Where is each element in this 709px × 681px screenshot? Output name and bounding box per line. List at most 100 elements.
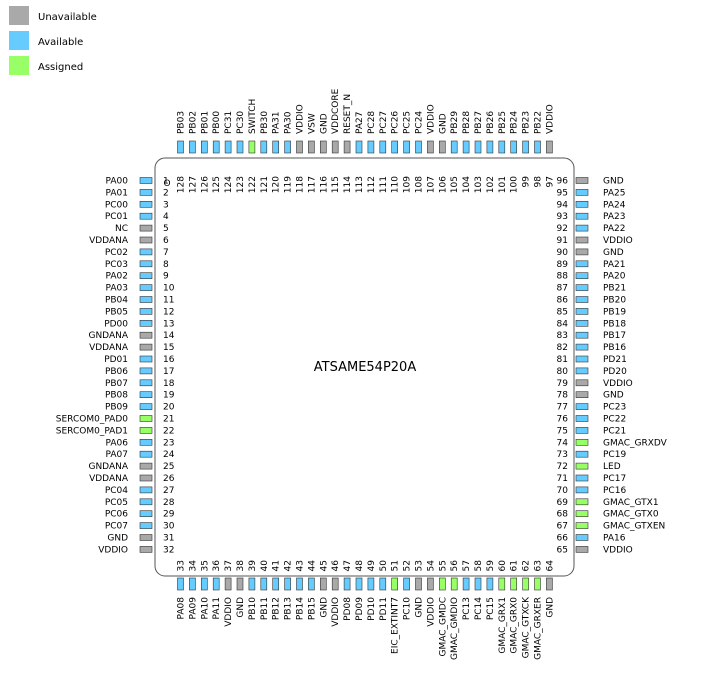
pin-pad-57[interactable] <box>462 577 470 591</box>
pin-pad-43[interactable] <box>296 577 303 591</box>
pin-pad-2[interactable] <box>139 189 153 196</box>
pin-pad-17[interactable] <box>139 367 153 375</box>
pin-pad-75[interactable] <box>575 427 589 434</box>
pin-pad-113[interactable] <box>355 140 363 154</box>
pin-pad-86[interactable] <box>575 296 589 303</box>
pin-pad-83[interactable] <box>575 331 589 339</box>
pin-pad-118[interactable] <box>296 140 303 154</box>
pin-pad-111[interactable] <box>379 140 387 154</box>
pin-pad-116[interactable] <box>319 140 327 154</box>
pin-pad-84[interactable] <box>575 319 589 327</box>
pin-pad-89[interactable] <box>575 260 589 268</box>
pin-pad-98[interactable] <box>534 140 541 154</box>
pin-pad-13[interactable] <box>139 319 153 327</box>
pin-pad-48[interactable] <box>355 577 363 591</box>
pin-pad-25[interactable] <box>139 462 153 470</box>
pin-pad-23[interactable] <box>139 438 153 446</box>
pin-pad-1[interactable] <box>139 177 153 184</box>
pin-pad-44[interactable] <box>308 577 315 591</box>
pin-pad-125[interactable] <box>212 140 220 154</box>
pin-pad-85[interactable] <box>575 308 589 315</box>
pin-pad-6[interactable] <box>139 236 153 244</box>
pin-pad-110[interactable] <box>391 140 399 154</box>
pin-pad-31[interactable] <box>139 534 153 541</box>
pin-pad-61[interactable] <box>510 577 518 591</box>
pin-pad-64[interactable] <box>546 577 553 591</box>
pin-pad-20[interactable] <box>139 403 153 410</box>
pin-pad-12[interactable] <box>139 308 153 315</box>
pin-pad-27[interactable] <box>139 486 153 494</box>
pin-pad-46[interactable] <box>331 577 339 591</box>
pin-pad-66[interactable] <box>575 534 589 541</box>
pin-pad-67[interactable] <box>575 522 589 529</box>
pin-pad-37[interactable] <box>224 577 232 591</box>
pin-pad-59[interactable] <box>486 577 494 591</box>
pin-pad-62[interactable] <box>522 577 529 591</box>
pin-pad-53[interactable] <box>415 577 422 591</box>
pin-pad-128[interactable] <box>177 140 184 154</box>
pin-pad-72[interactable] <box>575 462 589 470</box>
pin-pad-38[interactable] <box>236 577 244 591</box>
pin-pad-42[interactable] <box>284 577 291 591</box>
pin-pad-103[interactable] <box>474 140 482 154</box>
pin-pad-36[interactable] <box>212 577 220 591</box>
pin-pad-19[interactable] <box>139 391 153 399</box>
pin-pad-45[interactable] <box>319 577 327 591</box>
pin-pad-99[interactable] <box>522 140 529 154</box>
pin-pad-80[interactable] <box>575 367 589 375</box>
pin-pad-102[interactable] <box>486 140 494 154</box>
pin-pad-15[interactable] <box>139 343 153 351</box>
pin-pad-11[interactable] <box>139 296 153 303</box>
pin-pad-97[interactable] <box>546 140 553 154</box>
pin-pad-63[interactable] <box>534 577 541 591</box>
pin-pad-81[interactable] <box>575 355 589 363</box>
pin-pad-54[interactable] <box>427 577 434 591</box>
pin-pad-71[interactable] <box>575 474 589 482</box>
pin-pad-105[interactable] <box>450 140 458 154</box>
pin-pad-32[interactable] <box>139 546 153 553</box>
pin-pad-77[interactable] <box>575 403 589 410</box>
pin-pad-18[interactable] <box>139 379 153 387</box>
pin-pad-4[interactable] <box>139 212 153 220</box>
pin-pad-109[interactable] <box>403 140 410 154</box>
pin-pad-114[interactable] <box>343 140 351 154</box>
pin-pad-122[interactable] <box>248 140 256 154</box>
pin-pad-29[interactable] <box>139 510 153 518</box>
pin-pad-94[interactable] <box>575 201 589 208</box>
pin-pad-79[interactable] <box>575 379 589 387</box>
pin-pad-73[interactable] <box>575 450 589 458</box>
pin-pad-56[interactable] <box>450 577 458 591</box>
pin-pad-68[interactable] <box>575 510 589 518</box>
pin-pad-49[interactable] <box>367 577 375 591</box>
pin-pad-107[interactable] <box>427 140 434 154</box>
pin-pad-35[interactable] <box>201 577 208 591</box>
pin-pad-88[interactable] <box>575 272 589 280</box>
pin-pad-51[interactable] <box>391 577 399 591</box>
pin-pad-21[interactable] <box>139 415 153 422</box>
pin-pad-93[interactable] <box>575 212 589 220</box>
pin-pad-8[interactable] <box>139 260 153 268</box>
pin-pad-126[interactable] <box>201 140 208 154</box>
pin-pad-119[interactable] <box>284 140 291 154</box>
pin-pad-10[interactable] <box>139 284 153 291</box>
pin-pad-115[interactable] <box>331 140 339 154</box>
pin-pad-3[interactable] <box>139 201 153 208</box>
pin-pad-108[interactable] <box>415 140 422 154</box>
pin-pad-14[interactable] <box>139 331 153 339</box>
pin-pad-76[interactable] <box>575 415 589 422</box>
pin-pad-87[interactable] <box>575 284 589 291</box>
pin-pad-26[interactable] <box>139 474 153 482</box>
pin-pad-90[interactable] <box>575 248 589 256</box>
pin-pad-104[interactable] <box>462 140 470 154</box>
pin-pad-78[interactable] <box>575 391 589 399</box>
pin-pad-127[interactable] <box>189 140 196 154</box>
pin-pad-22[interactable] <box>139 427 153 434</box>
pin-pad-33[interactable] <box>177 577 184 591</box>
pin-pad-112[interactable] <box>367 140 375 154</box>
pin-pad-40[interactable] <box>260 577 268 591</box>
pin-pad-74[interactable] <box>575 438 589 446</box>
pin-pad-65[interactable] <box>575 546 589 553</box>
pin-pad-7[interactable] <box>139 248 153 256</box>
pin-pad-16[interactable] <box>139 355 153 363</box>
pin-pad-60[interactable] <box>498 577 506 591</box>
